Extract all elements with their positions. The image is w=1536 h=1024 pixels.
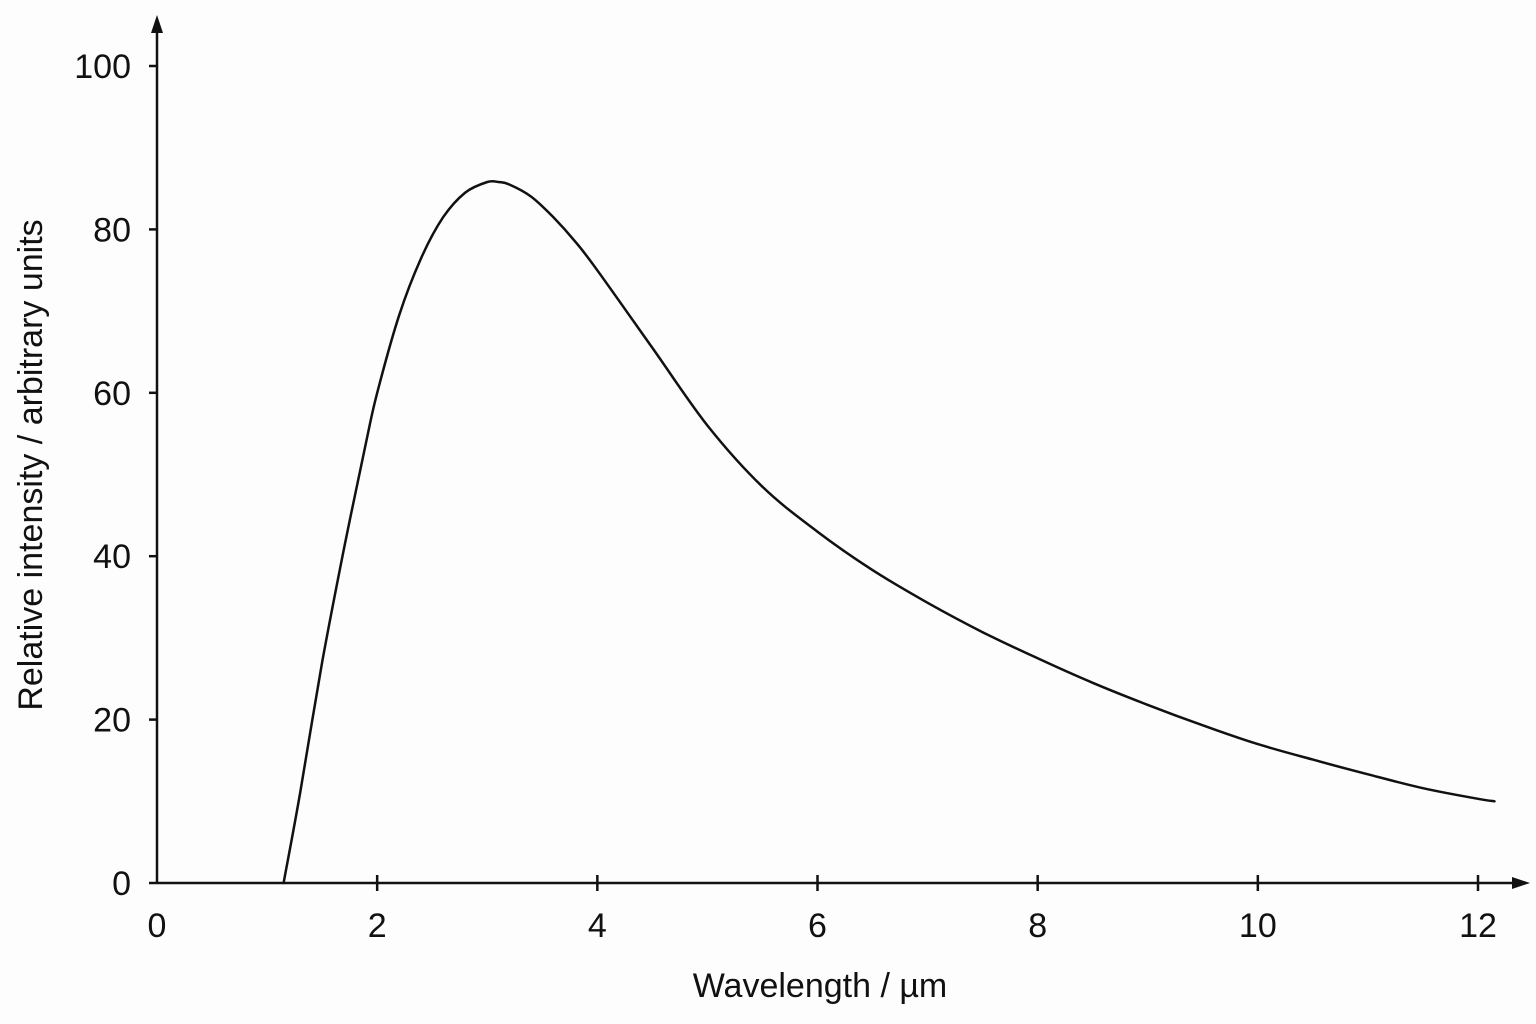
intensity-curve [282,179,1496,885]
y-axis-title: Relative intensity / arbitrary units [12,219,50,710]
x-tick-label: 10 [1239,907,1277,945]
y-tick-label: 60 [93,375,131,413]
x-tick-label: 12 [1459,907,1497,945]
y-axis-arrow-icon [151,15,163,33]
x-axis-title: Wavelength / µm [693,967,948,1005]
x-axis-arrow-icon [1512,877,1530,889]
y-tick-label: 80 [93,211,131,249]
y-tick-label: 100 [74,48,131,86]
x-tick-label: 2 [368,907,387,945]
y-tick-label: 20 [93,702,131,740]
x-tick-label: 0 [148,907,167,945]
y-ticks: 0 20 40 60 80 100 [74,48,157,903]
x-tick-label: 4 [588,907,607,945]
y-tick-label: 0 [112,865,131,903]
x-ticks: 0 2 4 6 8 10 12 [148,875,1497,945]
x-tick-label: 6 [808,907,827,945]
x-tick-label: 8 [1028,907,1047,945]
y-tick-label: 40 [93,538,131,576]
